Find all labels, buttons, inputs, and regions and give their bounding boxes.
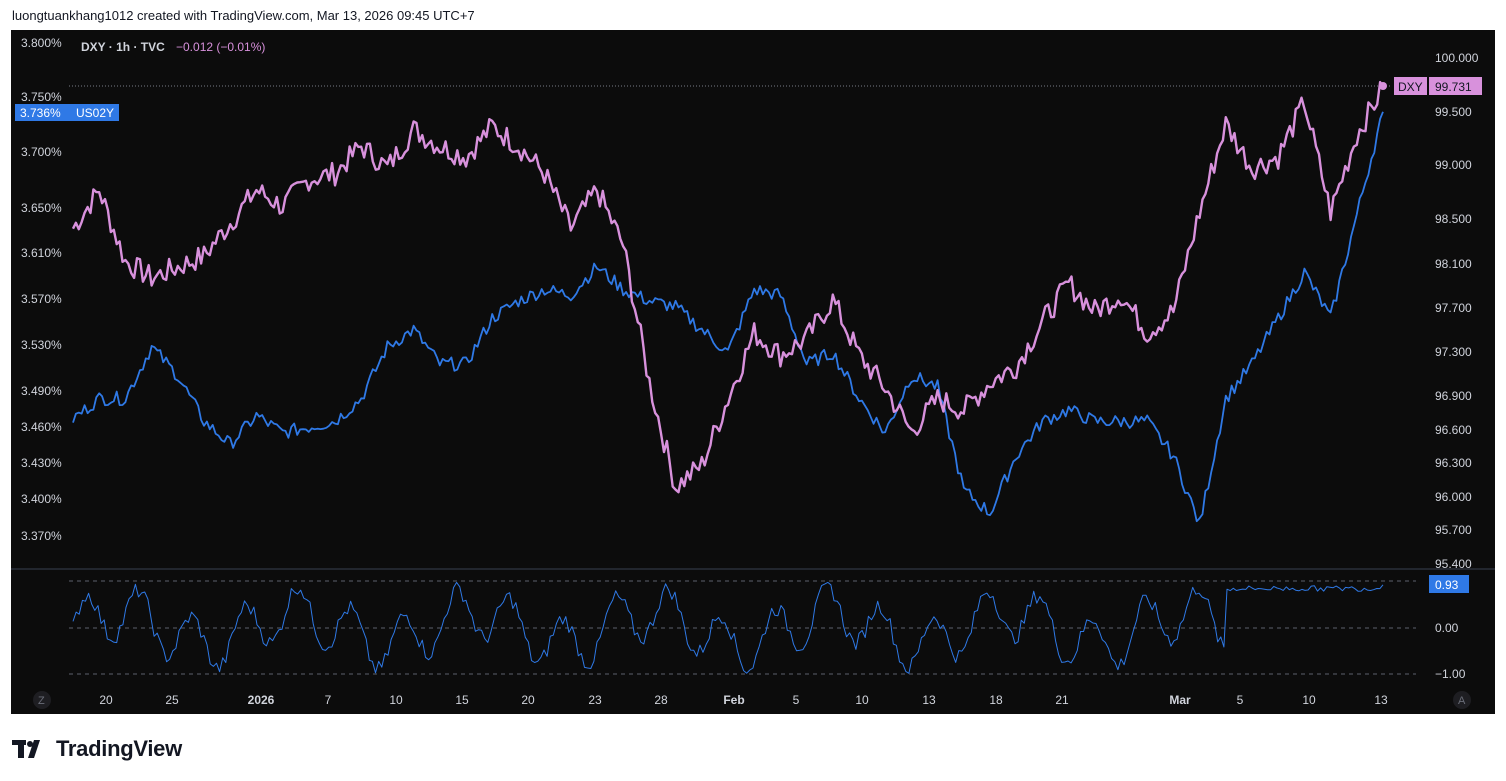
right-button-label: A bbox=[1458, 695, 1466, 707]
right-axis-tick: 95.700 bbox=[1435, 523, 1472, 537]
time-axis-tick: 10 bbox=[855, 693, 869, 707]
legend-change: −0.012 (−0.01%) bbox=[176, 40, 265, 54]
dxy-name-badge bbox=[1394, 77, 1427, 95]
right-axis-tick: 95.400 bbox=[1435, 557, 1472, 571]
right-axis-tick: 96.600 bbox=[1435, 423, 1472, 437]
time-axis-tick: 28 bbox=[654, 693, 668, 707]
right-axis-tick: 98.100 bbox=[1435, 257, 1472, 271]
time-axis-tick: 13 bbox=[1374, 693, 1388, 707]
dxy-name: DXY bbox=[1398, 80, 1423, 94]
us02y-name-badge bbox=[69, 104, 119, 121]
osc-series-line bbox=[72, 581, 1384, 674]
time-axis-tick: 10 bbox=[1302, 693, 1316, 707]
legend-symbol[interactable]: DXY · 1h · TVC bbox=[81, 40, 165, 54]
left-axis-tick: 3.400% bbox=[21, 492, 62, 506]
time-axis-tick: 10 bbox=[389, 693, 403, 707]
osc-axis: 0.00 −1.00 bbox=[1435, 621, 1466, 681]
dxy-last-dot bbox=[1379, 82, 1387, 90]
osc-axis-tick: −1.00 bbox=[1435, 667, 1466, 681]
time-axis-tick: 20 bbox=[99, 693, 113, 707]
brand-wordmark: TradingView bbox=[56, 736, 182, 761]
time-axis: 20 25 2026 7 10 15 20 23 28 Feb 5 10 13 18 21 Mar 5 10 13 bbox=[99, 693, 1388, 707]
time-axis-tick: 5 bbox=[1237, 693, 1244, 707]
us02y-value-badge bbox=[15, 104, 69, 121]
left-axis-tick: 3.570% bbox=[21, 292, 62, 306]
left-button-label: Z bbox=[38, 695, 45, 707]
right-axis-tick: 99.500 bbox=[1435, 105, 1472, 119]
left-axis-tick: 3.700% bbox=[21, 145, 62, 159]
dxy-series-line bbox=[71, 80, 1385, 494]
time-axis-tick: 18 bbox=[989, 693, 1003, 707]
time-axis-tick: 15 bbox=[455, 693, 469, 707]
auto-scale-right-button[interactable] bbox=[1453, 691, 1471, 709]
time-axis-tick: Mar bbox=[1169, 693, 1191, 707]
dxy-value: 99.731 bbox=[1435, 80, 1472, 94]
time-axis-tick: 21 bbox=[1055, 693, 1069, 707]
left-axis-tick: 3.800% bbox=[21, 36, 62, 50]
right-axis-tick: 96.300 bbox=[1435, 456, 1472, 470]
left-axis-tick: 3.650% bbox=[21, 201, 62, 215]
right-axis-tick: 97.700 bbox=[1435, 301, 1472, 315]
osc-value: 0.93 bbox=[1435, 578, 1459, 592]
dxy-value-badge bbox=[1429, 77, 1482, 95]
osc-axis-tick: 0.00 bbox=[1435, 621, 1459, 635]
left-axis-tick: 3.750% bbox=[21, 90, 62, 104]
time-axis-tick: 23 bbox=[588, 693, 602, 707]
us02y-name: US02Y bbox=[76, 106, 114, 120]
time-axis-tick: 25 bbox=[165, 693, 179, 707]
time-axis-tick: 5 bbox=[793, 693, 800, 707]
tradingview-logo-icon bbox=[12, 740, 40, 758]
tradingview-logo[interactable]: TradingView bbox=[12, 736, 182, 762]
time-axis-tick: 20 bbox=[521, 693, 535, 707]
auto-scale-left-button[interactable] bbox=[33, 691, 51, 709]
chart-credit: luongtuankhang1012 created with TradingV… bbox=[12, 8, 475, 23]
osc-value-badge bbox=[1429, 575, 1469, 593]
time-axis-tick: 13 bbox=[922, 693, 936, 707]
us02y-value: 3.736% bbox=[20, 106, 61, 120]
right-axis-tick: 98.500 bbox=[1435, 212, 1472, 226]
left-axis-tick: 3.370% bbox=[21, 529, 62, 543]
left-axis-tick: 3.530% bbox=[21, 338, 62, 352]
left-axis: 3.800% 3.750% 3.700% 3.650% 3.610% 3.570% 3.53… bbox=[21, 36, 62, 543]
left-axis-tick: 3.460% bbox=[21, 420, 62, 434]
us02y-series-line bbox=[72, 111, 1384, 523]
time-axis-tick: 7 bbox=[325, 693, 332, 707]
right-axis-tick: 99.000 bbox=[1435, 158, 1472, 172]
time-axis-tick: 2026 bbox=[248, 693, 275, 707]
right-axis-tick: 97.300 bbox=[1435, 345, 1472, 359]
left-axis-tick: 3.610% bbox=[21, 246, 62, 260]
right-axis-tick: 96.900 bbox=[1435, 389, 1472, 403]
chart-svg[interactable]: 3.800% 3.750% 3.700% 3.650% 3.610% 3.570% 3.53… bbox=[11, 30, 1495, 714]
right-axis-tick: 96.000 bbox=[1435, 490, 1472, 504]
left-axis-tick: 3.490% bbox=[21, 384, 62, 398]
left-axis-tick: 3.430% bbox=[21, 456, 62, 470]
right-axis-tick: 100.000 bbox=[1435, 51, 1479, 65]
right-axis: 100.000 99.500 99.000 98.500 98.100 97.700 97.… bbox=[1435, 51, 1479, 571]
chart-panel[interactable]: 3.800% 3.750% 3.700% 3.650% 3.610% 3.570% 3.53… bbox=[11, 30, 1495, 714]
time-axis-tick: Feb bbox=[723, 693, 744, 707]
